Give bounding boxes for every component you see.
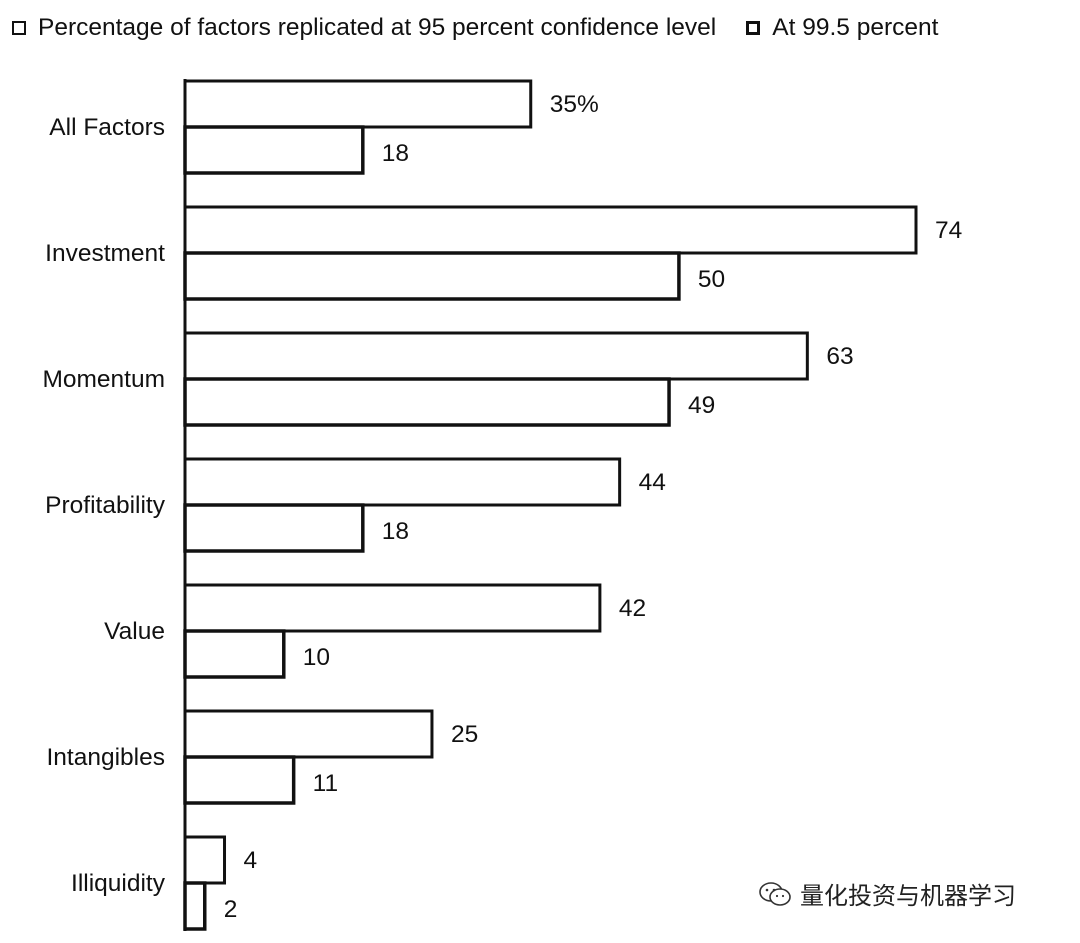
value-label-995: 49 (688, 392, 715, 419)
value-label-95: 63 (826, 343, 853, 370)
category-label: Momentum (42, 366, 165, 393)
value-label-995: 18 (382, 140, 409, 167)
bar-995-illiquidity (183, 881, 207, 931)
bar-995-momentum (183, 377, 671, 427)
legend-label-95: Percentage of factors replicated at 95 p… (38, 14, 717, 41)
value-label-95: 42 (619, 595, 646, 622)
value-label-995: 11 (313, 770, 338, 797)
category-label: Value (104, 618, 165, 645)
legend-swatch-995 (746, 21, 761, 35)
bar-995-investment (183, 251, 681, 301)
bar-995-all-factors (183, 125, 365, 175)
bar-95-all-factors (183, 79, 533, 129)
value-label-95: 44 (639, 469, 666, 496)
value-label-995: 50 (698, 266, 725, 293)
value-label-995: 18 (382, 518, 409, 545)
legend-label-995: At 99.5 percent (772, 14, 939, 41)
category-label: Intangibles (46, 744, 165, 771)
category-label: Investment (45, 240, 165, 267)
legend-swatch-95 (12, 21, 26, 35)
value-label-995: 2 (224, 896, 238, 923)
chart-legend: Percentage of factors replicated at 95 p… (12, 10, 938, 46)
bar-95-intangibles (183, 709, 434, 759)
value-label-95: 25 (451, 721, 478, 748)
watermark: 量化投资与机器学习 (758, 876, 1016, 911)
bar-95-profitability (183, 457, 622, 507)
bar-95-illiquidity (183, 835, 227, 885)
wechat-icon (759, 881, 791, 906)
watermark-text: 量化投资与机器学习 (800, 883, 1016, 910)
legend-item-95: Percentage of factors replicated at 95 p… (12, 14, 716, 42)
category-label: Profitability (45, 492, 166, 519)
bar-995-intangibles (183, 755, 296, 805)
legend-item-995: At 99.5 percent (746, 14, 938, 42)
bar-995-value (183, 629, 286, 679)
value-label-95: 4 (244, 847, 258, 874)
value-label-95: 35% (550, 91, 599, 118)
bar-995-profitability (183, 503, 365, 553)
value-label-995: 10 (303, 644, 330, 671)
bar-95-value (183, 583, 602, 633)
bar-95-momentum (183, 331, 809, 381)
category-label: All Factors (49, 114, 165, 141)
category-label: Illiquidity (71, 870, 166, 897)
bar-95-investment (183, 205, 918, 255)
value-label-95: 74 (935, 217, 962, 244)
